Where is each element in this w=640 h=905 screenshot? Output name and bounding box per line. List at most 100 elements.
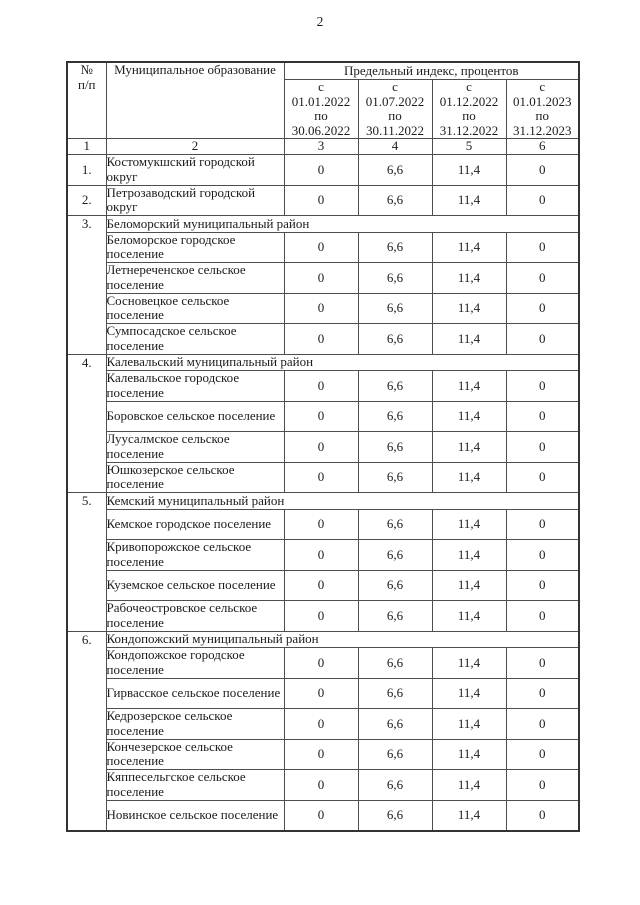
index-value: 0 <box>283 400 359 432</box>
index-value: 6,6 <box>357 461 433 493</box>
index-value: 0 <box>283 569 359 601</box>
index-value: 11,4 <box>431 677 507 709</box>
index-value: 0 <box>505 677 580 709</box>
index-value: 0 <box>283 292 359 324</box>
index-value: 11,4 <box>431 461 507 493</box>
table-row-settlement: Сумпосадское сельское поселение 0 6,6 11,4 0 <box>67 323 580 355</box>
column-number: 3 <box>283 138 359 155</box>
index-value: 0 <box>283 799 359 832</box>
column-number: 2 <box>105 138 285 155</box>
index-value: 0 <box>505 799 580 832</box>
index-value: 0 <box>283 461 359 493</box>
table-row-settlement: Боровское сельское поселение 0 6,6 11,4 0 <box>67 400 580 432</box>
index-value: 11,4 <box>431 769 507 801</box>
index-value: 0 <box>283 370 359 402</box>
index-value: 0 <box>505 708 580 740</box>
settlement-name: Кяппесельгское сельское поселение <box>105 769 285 801</box>
index-value: 0 <box>283 600 359 632</box>
index-value: 11,4 <box>431 600 507 632</box>
table-row-settlement: Гирвасское сельское поселение 0 6,6 11,4 0 <box>67 677 580 709</box>
index-value: 0 <box>505 647 580 679</box>
index-value: 0 <box>505 738 580 770</box>
index-value: 0 <box>283 154 359 186</box>
settlement-name: Беломорское городское поселение <box>105 231 285 263</box>
header-row-periods: с 01.01.2022 по 30.06.2022 с 01.07.2022 … <box>67 79 580 139</box>
settlement-name: Куземское сельское поселение <box>105 569 285 601</box>
table-row-settlement: Луусалмское сельское поселение 0 6,6 11,4 0 <box>67 431 580 463</box>
index-value: 0 <box>283 647 359 679</box>
index-value: 0 <box>283 708 359 740</box>
header-municipality-cell: Муниципальное образование <box>105 61 285 139</box>
table-row-district: 3. Беломорский муниципальный район <box>66 215 580 355</box>
index-value: 0 <box>283 508 359 540</box>
index-value: 0 <box>283 262 359 294</box>
table-row-entity: 2. Петрозаводский городской округ 0 6,6 11,4… <box>66 184 580 216</box>
index-value: 11,4 <box>431 431 507 463</box>
index-value: 6,6 <box>357 323 433 355</box>
settlement-name: Сосновецкое сельское поселение <box>105 292 285 324</box>
index-value: 11,4 <box>431 569 507 601</box>
district-name: Калевальский муниципальный район <box>105 353 580 371</box>
row-number: 1. <box>66 154 107 186</box>
index-value: 11,4 <box>431 508 507 540</box>
index-value: 11,4 <box>431 323 507 355</box>
index-value: 0 <box>505 231 580 263</box>
index-value: 0 <box>505 262 580 294</box>
index-value: 11,4 <box>431 799 507 832</box>
settlement-name: Новинское сельское поселение <box>105 799 285 832</box>
index-value: 6,6 <box>357 431 433 463</box>
settlement-name: Кондопожское городское поселение <box>105 647 285 679</box>
index-value: 0 <box>505 370 580 402</box>
index-value: 6,6 <box>357 647 433 679</box>
table-row-settlement: Кривопорожское сельское поселение 0 6,6 11,… <box>67 539 580 571</box>
index-value: 0 <box>505 400 580 432</box>
index-value: 0 <box>505 184 580 216</box>
row-number: 6. <box>66 630 107 832</box>
index-value: 6,6 <box>357 769 433 801</box>
table-row-settlement: Куземское сельское поселение 0 6,6 11,4 0 <box>67 569 580 601</box>
header-period-1: с 01.01.2022 по 30.06.2022 <box>283 79 359 139</box>
index-value: 6,6 <box>357 184 433 216</box>
table-row-settlement: Кондопожское городское поселение 0 6,6 11,4… <box>67 647 580 679</box>
settlement-name: Кемское городское поселение <box>105 508 285 540</box>
settlement-name: Сумпосадское сельское поселение <box>105 323 285 355</box>
table-row-district: 5. Кемский муниципальный район <box>66 492 580 632</box>
settlement-name: Луусалмское сельское поселение <box>105 431 285 463</box>
index-value: 11,4 <box>431 370 507 402</box>
index-value: 0 <box>505 569 580 601</box>
table-row-settlement: Сосновецкое сельское поселение 0 6,6 11,4 0 <box>67 292 580 324</box>
table-row-district: 4. Калевальский муниципальный район <box>66 353 580 493</box>
index-value: 11,4 <box>431 708 507 740</box>
index-value: 11,4 <box>431 154 507 186</box>
index-value: 6,6 <box>357 508 433 540</box>
index-value: 6,6 <box>357 539 433 571</box>
index-value: 6,6 <box>357 799 433 832</box>
district-name: Кемский муниципальный район <box>105 492 580 510</box>
index-value: 0 <box>505 600 580 632</box>
header-period-3: с 01.12.2022 по 31.12.2022 <box>431 79 507 139</box>
municipality-name: Костомукшский городской округ <box>105 154 285 186</box>
index-value: 0 <box>505 539 580 571</box>
table-header: № п/п Муниципальное образование Предельн… <box>66 61 580 155</box>
table-row-settlement: Калевальское городское поселение 0 6,6 11,4… <box>67 370 580 402</box>
index-value: 0 <box>283 769 359 801</box>
column-numbers-row: 1 2 3 4 5 6 <box>66 138 580 155</box>
table-row-settlement: Кончезерское сельское поселение 0 6,6 11,4 0 <box>67 738 580 770</box>
index-value: 0 <box>283 231 359 263</box>
header-period-2: с 01.07.2022 по 30.11.2022 <box>357 79 433 139</box>
row-number: 2. <box>66 184 107 216</box>
table-row-district: 6. Кондопожский муниципальный район <box>66 630 580 832</box>
district-name: Кондопожский муниципальный район <box>105 630 580 648</box>
page-number: 2 <box>316 14 324 29</box>
row-number: 5. <box>66 492 107 632</box>
table-row-settlement: Кяппесельгское сельское поселение 0 6,6 11,… <box>67 769 580 801</box>
index-value: 0 <box>505 154 580 186</box>
header-row-top: № п/п Муниципальное образование Предельн… <box>66 61 580 139</box>
index-value: 0 <box>283 323 359 355</box>
municipality-name: Петрозаводский городской округ <box>105 184 285 216</box>
column-number: 6 <box>505 138 580 155</box>
table-body: 1. Костомукшский городской округ 0 6,6 11,4 0… <box>66 154 580 832</box>
table-row-settlement: Юшкозерское сельское поселение 0 6,6 11,4 0 <box>67 461 580 493</box>
index-value: 6,6 <box>357 292 433 324</box>
